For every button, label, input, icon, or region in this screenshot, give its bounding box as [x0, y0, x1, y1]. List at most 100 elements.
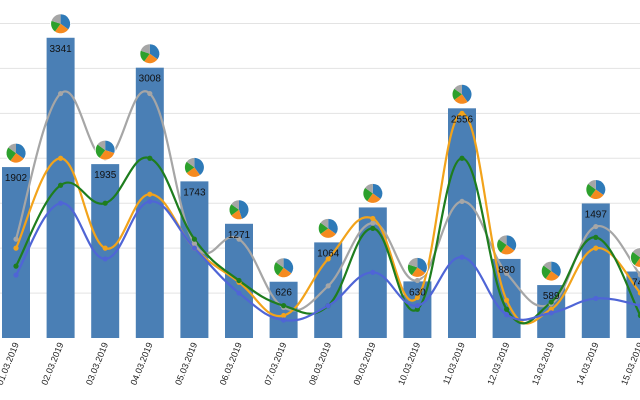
point-green — [281, 303, 287, 309]
x-tick-labels: 01.03.2019 02.03.2019 03.03.2019 04.03.2019… — [0, 341, 640, 387]
point-orange — [281, 312, 287, 319]
point-green — [102, 200, 108, 206]
pie-slice — [545, 271, 559, 281]
point-green — [548, 299, 554, 305]
bar — [2, 167, 30, 338]
point-gray — [414, 277, 420, 284]
point-gray — [370, 220, 376, 226]
pie-slice — [140, 50, 150, 62]
point-orange — [325, 256, 331, 262]
point-blue — [637, 303, 640, 309]
point-blue — [459, 254, 465, 260]
pie-slice — [194, 157, 204, 176]
pie-slice — [16, 143, 26, 159]
pie-slice — [239, 200, 249, 219]
pie-slice — [149, 44, 160, 60]
x-tick-label: 10.03.2019 — [396, 341, 422, 387]
x-tick-label: 14.03.2019 — [575, 341, 601, 387]
point-gray — [58, 90, 64, 97]
point-gray — [504, 270, 510, 276]
pie — [317, 217, 339, 239]
pie-slice — [590, 189, 604, 199]
point-green — [459, 155, 465, 161]
point-blue — [593, 295, 599, 302]
x-tick-label: 01.03.2019 — [0, 341, 21, 387]
pie-slice — [229, 204, 239, 216]
pie — [5, 142, 27, 164]
point-green — [236, 277, 242, 284]
pie — [228, 199, 250, 221]
pie — [629, 247, 640, 268]
pie-slice — [140, 44, 150, 54]
pie-slice — [105, 140, 115, 154]
pie-slice — [274, 262, 284, 276]
point-green — [147, 155, 153, 161]
pie-slice — [586, 183, 596, 198]
bar-value-label: 1902 — [5, 173, 28, 184]
point-gray — [236, 236, 242, 242]
point-gray — [593, 223, 599, 230]
pie-slice — [320, 228, 336, 238]
pie-slice — [186, 167, 200, 177]
pie-slice — [99, 150, 115, 160]
pie-slice — [462, 84, 472, 102]
pie-slice — [407, 264, 418, 276]
pie — [406, 256, 428, 278]
pie — [273, 257, 295, 279]
point-blue — [414, 303, 420, 309]
point-gray — [637, 272, 640, 278]
bar-value-label: 880 — [498, 265, 515, 276]
point-green — [504, 306, 510, 312]
pie-slice — [551, 261, 561, 277]
pie-slice — [60, 14, 71, 30]
x-tick-label: 15.03.2019 — [619, 341, 640, 387]
bar-value-label: 1497 — [585, 209, 608, 220]
point-blue — [191, 245, 197, 251]
point-blue — [370, 269, 376, 275]
point-orange — [459, 110, 465, 116]
bar-value-label: 1743 — [183, 187, 206, 198]
point-orange — [414, 294, 420, 301]
bar-value-label: 589 — [543, 291, 560, 302]
x-tick-label: 11.03.2019 — [441, 341, 467, 386]
pie-slice — [411, 267, 426, 277]
pie-slice — [283, 258, 294, 274]
x-tick-label: 06.03.2019 — [218, 341, 244, 387]
point-blue — [548, 310, 554, 316]
pie-slice — [51, 20, 61, 32]
bar-value-label: 1935 — [94, 170, 117, 181]
pie-slice — [501, 244, 515, 255]
bar-value-label: 2556 — [451, 114, 474, 125]
pie-slice — [184, 161, 195, 173]
bar — [46, 37, 75, 338]
pie-slice — [55, 23, 69, 34]
point-gray — [459, 198, 465, 205]
bar-value-label: 626 — [275, 288, 292, 299]
x-tick-label: 08.03.2019 — [307, 341, 333, 387]
bar-value-label: 630 — [409, 287, 426, 298]
pie-slice — [454, 94, 468, 104]
pie-slice — [231, 200, 239, 210]
point-green — [58, 182, 64, 188]
point-blue — [504, 312, 510, 318]
point-orange — [548, 306, 554, 312]
series-points — [13, 90, 640, 323]
point-green — [593, 234, 599, 240]
pie-slice — [363, 187, 373, 202]
bar — [581, 203, 610, 338]
point-orange — [637, 290, 640, 296]
pie-slice — [541, 265, 552, 279]
bar-value-label: 3341 — [49, 44, 72, 55]
bar-labels: 1902 3341 1935 3008 1743 1271 626 1064 630 2556 88… — [5, 44, 640, 302]
pie-slice — [634, 258, 640, 267]
point-blue — [281, 317, 287, 323]
point-orange — [370, 215, 376, 222]
bar — [180, 181, 209, 338]
bar — [448, 108, 476, 338]
point-blue — [102, 256, 108, 262]
pie-slice — [452, 88, 462, 100]
point-orange — [593, 245, 599, 251]
pie — [50, 13, 72, 35]
point-green — [414, 306, 420, 312]
x-tick-label: 12.03.2019 — [485, 341, 511, 387]
